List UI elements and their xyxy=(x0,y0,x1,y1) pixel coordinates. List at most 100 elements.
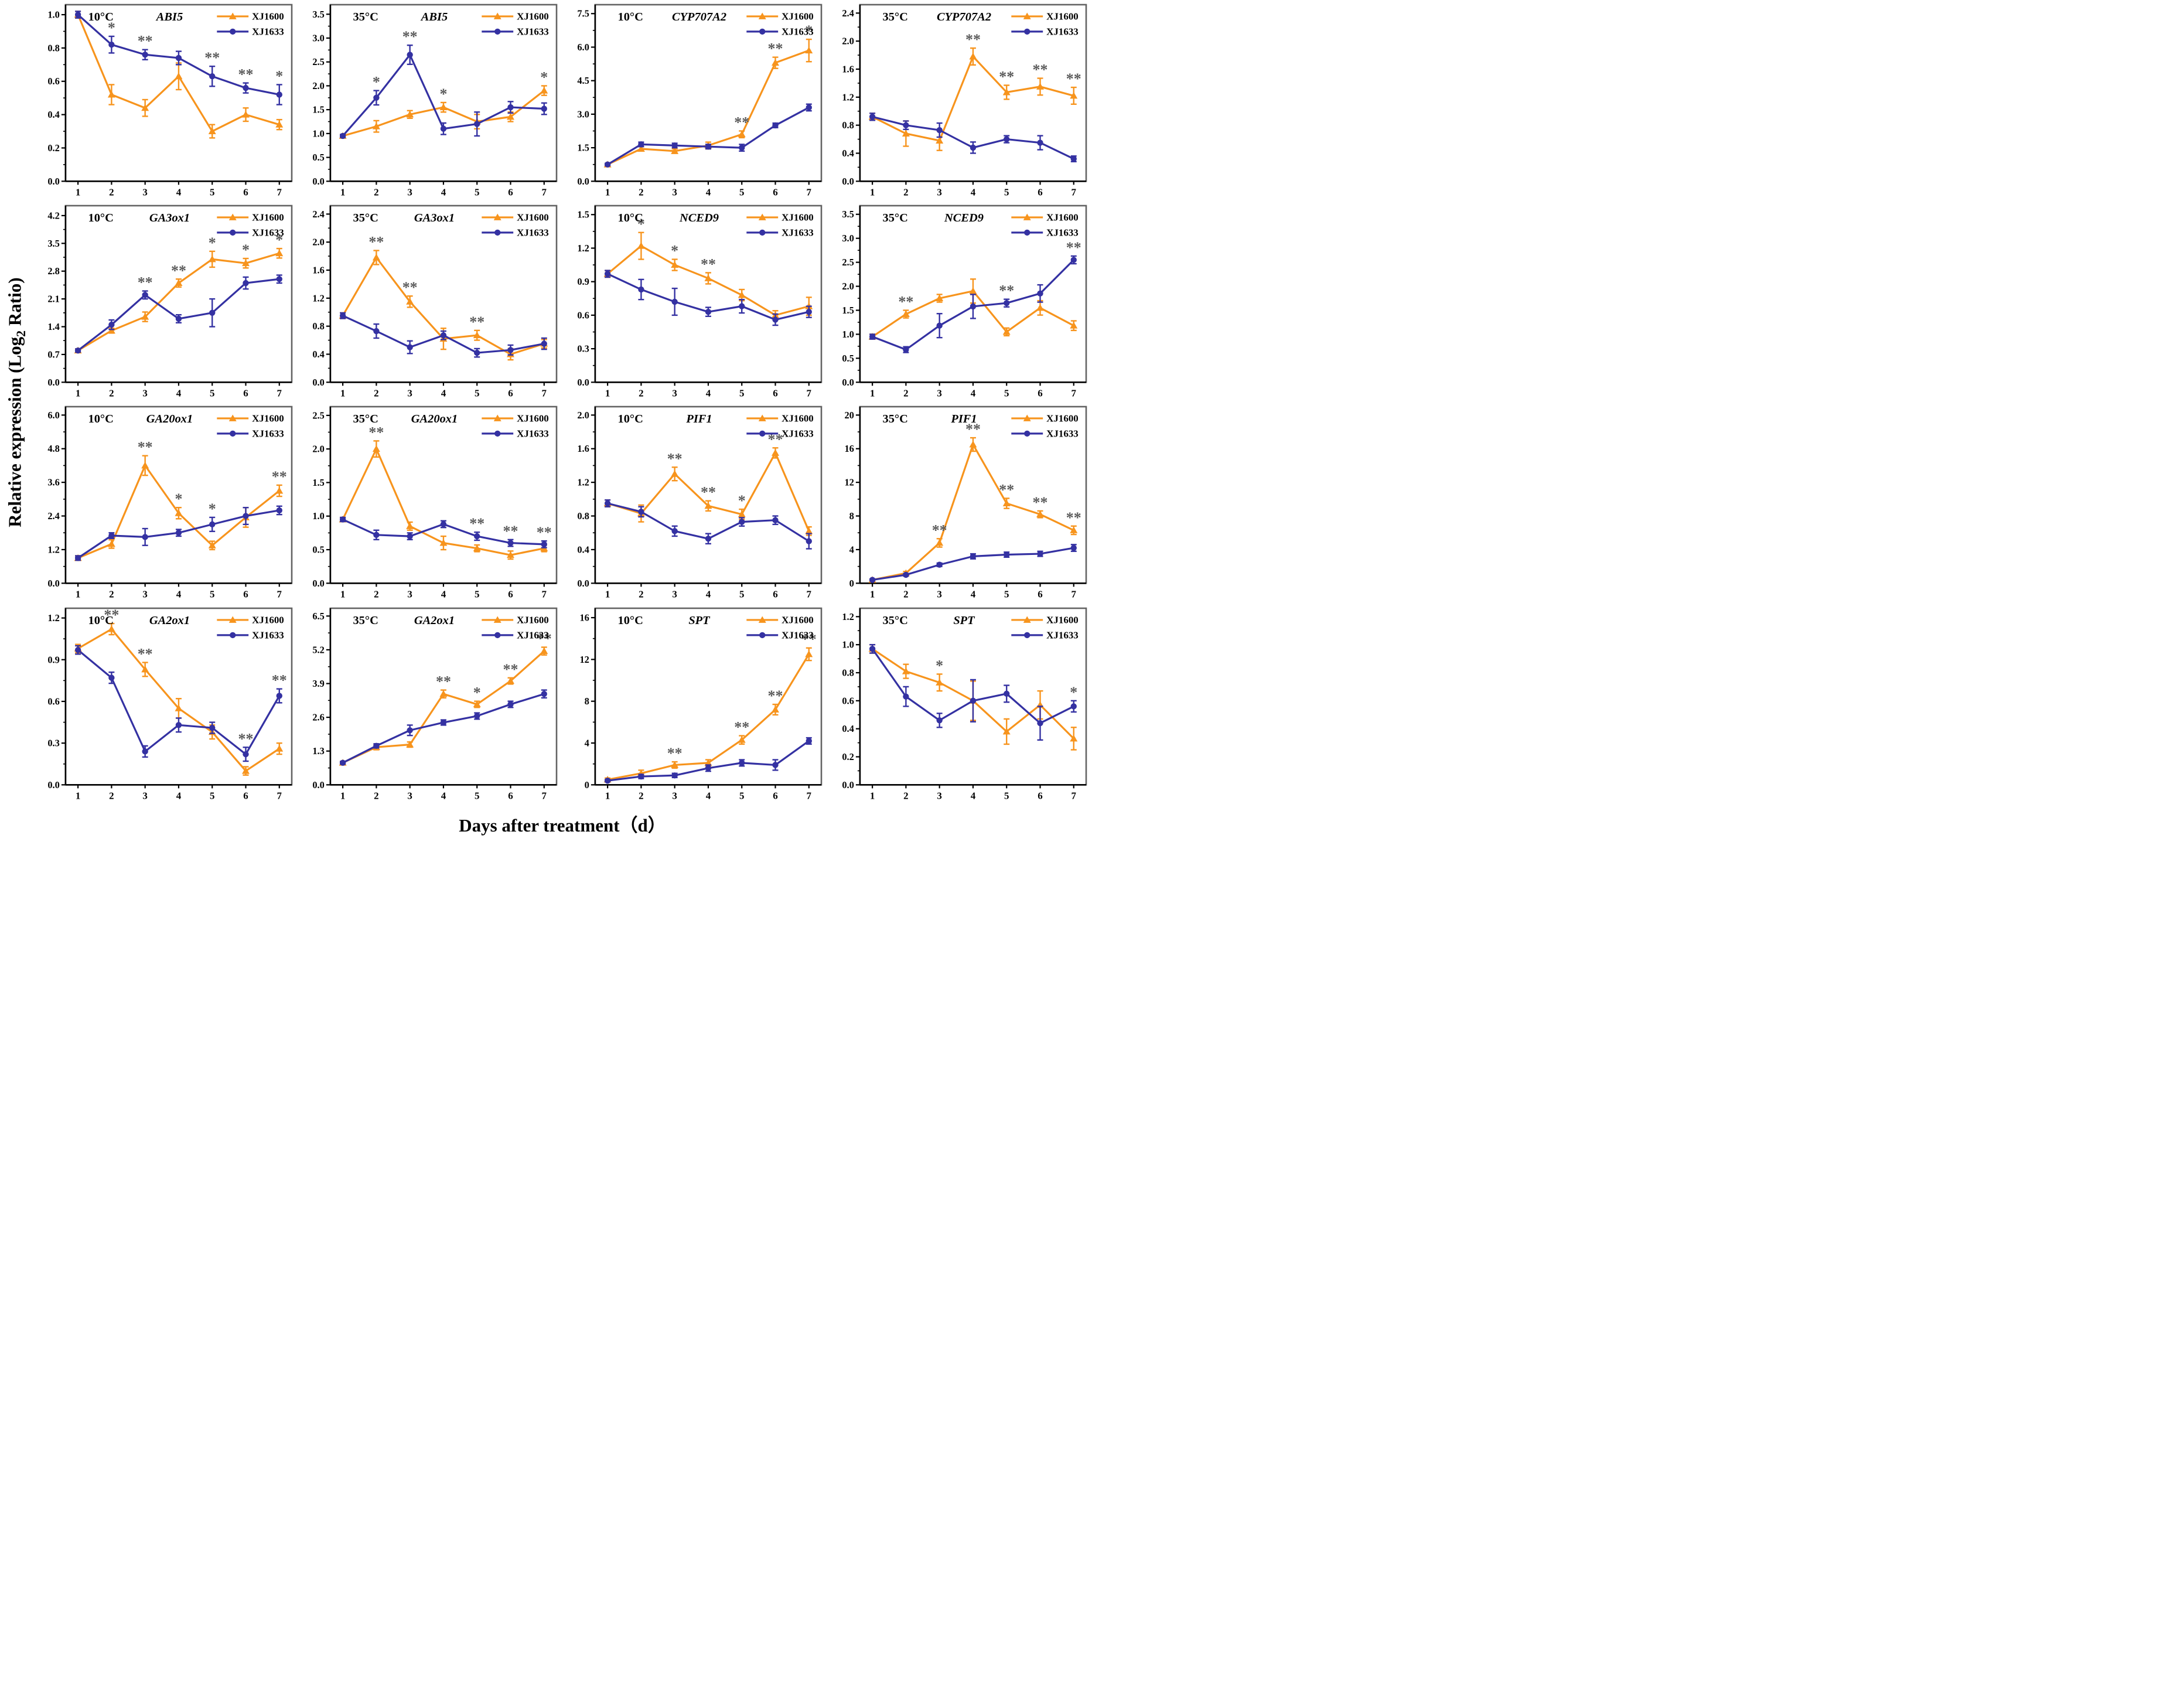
circle-marker xyxy=(507,701,514,707)
x-tick-label: 1 xyxy=(340,589,345,600)
legend-label: XJ1600 xyxy=(252,413,284,424)
series-xj1633 xyxy=(74,506,282,561)
legend-triangle-marker xyxy=(493,213,501,221)
legend-label: XJ1633 xyxy=(252,26,284,37)
y-axis-label-wrap: Relative expression (Log2 Ratio) xyxy=(0,0,33,805)
y-tick-label: 2.5 xyxy=(312,410,325,421)
triangle-marker xyxy=(1070,526,1078,534)
x-tick-label: 2 xyxy=(639,589,643,600)
legend-circle-marker xyxy=(1024,632,1030,638)
x-axis-label-wrap: Days after treatment（d） xyxy=(33,805,1092,846)
chart-10-c-abi5: 0.00.20.40.60.81.01 2 3 4 5 6 7******* *10°C ABI… xyxy=(47,4,293,197)
significance-marker: ** xyxy=(138,33,153,50)
x-tick-label: 2 xyxy=(903,387,908,398)
circle-marker xyxy=(772,761,779,768)
legend-circle-marker xyxy=(230,28,236,35)
triangle-marker xyxy=(406,522,414,530)
significance-marker: * xyxy=(473,684,481,701)
legend: XJ1600 XJ1633 xyxy=(1011,212,1079,238)
circle-marker xyxy=(142,292,148,298)
series-xj1633 xyxy=(339,516,547,549)
y-tick-label: 1.0 xyxy=(312,128,325,139)
y-tick-label: 0.0 xyxy=(47,578,60,589)
x-tick-label: 2 xyxy=(639,186,643,197)
legend-item-xj1600: XJ1600 xyxy=(217,413,284,424)
legend-item-xj1600: XJ1600 xyxy=(746,11,814,22)
y-tick-label: 0.7 xyxy=(47,349,60,360)
subplot-35-c-ga20ox1: 0.0 0.5 1.0 1.5 2.0 2.5 1 2 3 4 5 6 7 ** ** ** ** 35°C GA2… xyxy=(298,402,562,603)
triangle-marker xyxy=(107,327,115,334)
legend-label: XJ1600 xyxy=(252,614,284,625)
legend-item-xj1600: XJ1600 xyxy=(217,614,284,625)
x-tick-label: 1 xyxy=(870,589,875,600)
circle-marker xyxy=(74,11,81,18)
triangle-marker xyxy=(805,46,813,54)
x-tick-label: 3 xyxy=(407,186,412,197)
significance-marker: ** xyxy=(701,256,716,273)
x-tick-label: 5 xyxy=(475,790,479,801)
triangle-marker xyxy=(772,59,779,66)
circle-marker xyxy=(175,316,182,322)
series-xj1633 xyxy=(604,737,812,784)
y-tick-label: 1.4 xyxy=(47,321,60,332)
x-tick-label: 4 xyxy=(706,387,711,398)
legend-triangle-marker xyxy=(758,414,766,422)
circle-marker xyxy=(772,517,779,524)
chart-10-c-cyp707a2: 0.01.53.04.56.07.51 2 3 4 5 6 7*****10°C CYP707… xyxy=(577,4,823,197)
x-tick-label: 1 xyxy=(605,589,610,600)
significance-marker: * xyxy=(540,69,548,86)
x-tick-label: 3 xyxy=(142,387,147,398)
y-tick-label: 1.0 xyxy=(312,511,325,522)
x-tick-label: 5 xyxy=(475,387,479,398)
series-xj1633 xyxy=(339,689,547,766)
gene-label: GA3ox1 xyxy=(414,212,455,224)
significance-marker: * xyxy=(637,216,645,233)
y-tick-label: 2.5 xyxy=(312,56,325,67)
circle-marker xyxy=(1004,690,1010,697)
triangle-marker xyxy=(1002,88,1011,96)
circle-marker xyxy=(175,54,182,62)
y-tick-label: 12 xyxy=(579,654,589,665)
triangle-marker xyxy=(208,541,216,549)
legend: XJ1600 XJ1633 xyxy=(482,212,549,238)
y-tick-label: 0.0 xyxy=(312,176,325,187)
circle-marker xyxy=(209,73,216,80)
significance-marker: ** xyxy=(667,451,682,468)
legend-item-xj1633: XJ1633 xyxy=(482,629,549,640)
temperature-label: 35°C xyxy=(353,614,378,627)
legend-label: XJ1600 xyxy=(782,212,814,223)
y-tick-label: 1.0 xyxy=(842,639,854,650)
x-tick-label: 5 xyxy=(210,387,214,398)
circle-marker xyxy=(407,52,413,58)
x-tick-label: 6 xyxy=(773,790,777,801)
legend-label: XJ1600 xyxy=(782,614,814,625)
legend-item-xj1600: XJ1600 xyxy=(746,413,814,424)
circle-marker xyxy=(541,690,547,697)
x-tick-label: 1 xyxy=(340,790,345,801)
circle-marker xyxy=(671,528,678,535)
circle-marker xyxy=(474,533,480,540)
legend-circle-marker xyxy=(494,431,501,437)
significance-marker: ** xyxy=(238,66,254,83)
significance-markers: **** xyxy=(637,216,716,273)
circle-marker xyxy=(638,509,644,516)
triangle-marker xyxy=(107,625,115,632)
axes: 0.0 0.3 0.6 0.9 1.2 1.5 1 2 3 4 5 6 7 xyxy=(577,206,822,398)
subplot-10-c-pif1: 0.0 0.4 0.8 1.2 1.6 2.0 1 2 3 4 5 6 7 ** ** * ** 10°C PIF1… xyxy=(562,402,827,603)
plot-frame xyxy=(64,406,293,585)
significance-marker: ** xyxy=(204,49,220,66)
legend-circle-marker xyxy=(759,28,766,35)
significance-marker: ** xyxy=(701,484,716,501)
y-tick-label: 6.0 xyxy=(577,42,589,53)
circle-marker xyxy=(507,104,514,111)
axes: 0.0 0.4 0.8 1.2 1.6 2.0 1 2 3 4 5 6 7 xyxy=(577,407,822,600)
circle-marker xyxy=(440,521,447,528)
legend-item-xj1600: XJ1600 xyxy=(1011,413,1079,424)
x-tick-label: 3 xyxy=(937,186,941,197)
x-tick-label: 3 xyxy=(142,790,147,801)
triangle-marker xyxy=(439,103,448,111)
x-tick-label: 2 xyxy=(109,589,114,600)
x-tick-label: 5 xyxy=(210,790,214,801)
x-tick-label: 4 xyxy=(971,790,976,801)
